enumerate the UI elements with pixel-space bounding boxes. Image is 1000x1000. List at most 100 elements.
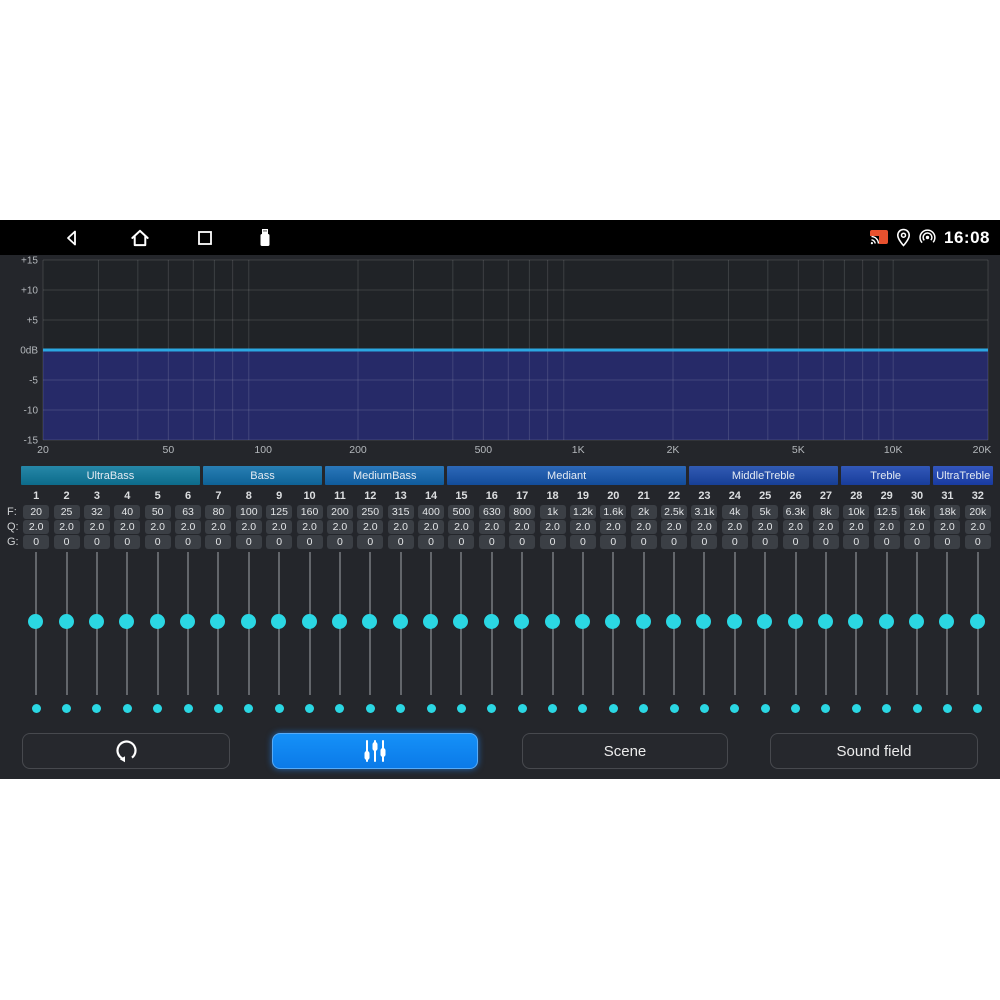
eq-slider-5[interactable] xyxy=(143,552,173,695)
freq-value[interactable]: 800 xyxy=(509,505,536,519)
freq-value[interactable]: 12.5 xyxy=(873,505,900,519)
eq-slider-22[interactable] xyxy=(659,552,689,695)
location-icon[interactable] xyxy=(896,228,911,247)
q-value[interactable]: 2.0 xyxy=(782,520,809,534)
gain-value[interactable]: 0 xyxy=(843,535,870,549)
slider-handle[interactable] xyxy=(848,614,864,629)
freq-value[interactable]: 50 xyxy=(144,505,171,519)
slider-handle[interactable] xyxy=(423,614,439,629)
eq-slider-18[interactable] xyxy=(537,552,567,695)
eq-slider-11[interactable] xyxy=(325,552,355,695)
gain-value[interactable]: 0 xyxy=(873,535,900,549)
q-value[interactable]: 2.0 xyxy=(539,520,566,534)
cast-active-icon[interactable] xyxy=(869,229,889,246)
eq-slider-30[interactable] xyxy=(902,552,932,695)
freq-value[interactable]: 2k xyxy=(630,505,657,519)
freq-value[interactable]: 630 xyxy=(478,505,505,519)
slider-handle[interactable] xyxy=(58,614,74,629)
band-segment-bass[interactable]: Bass xyxy=(202,466,323,485)
q-value[interactable]: 2.0 xyxy=(509,520,536,534)
q-value[interactable]: 2.0 xyxy=(175,520,202,534)
eq-slider-1[interactable] xyxy=(21,552,51,695)
freq-value[interactable]: 8k xyxy=(812,505,839,519)
q-value[interactable]: 2.0 xyxy=(326,520,353,534)
freq-value[interactable]: 200 xyxy=(326,505,353,519)
slider-handle[interactable] xyxy=(544,614,560,629)
gain-value[interactable]: 0 xyxy=(721,535,748,549)
gain-value[interactable]: 0 xyxy=(357,535,384,549)
freq-value[interactable]: 125 xyxy=(266,505,293,519)
gain-value[interactable]: 0 xyxy=(661,535,688,549)
gain-value[interactable]: 0 xyxy=(752,535,779,549)
freq-value[interactable]: 5k xyxy=(752,505,779,519)
gain-value[interactable]: 0 xyxy=(812,535,839,549)
freq-value[interactable]: 250 xyxy=(357,505,384,519)
q-value[interactable]: 2.0 xyxy=(904,520,931,534)
eq-slider-27[interactable] xyxy=(811,552,841,695)
slider-handle[interactable] xyxy=(301,614,317,629)
gain-value[interactable]: 0 xyxy=(266,535,293,549)
slider-handle[interactable] xyxy=(28,614,44,629)
slider-handle[interactable] xyxy=(362,614,378,629)
q-value[interactable]: 2.0 xyxy=(266,520,293,534)
freq-value[interactable]: 2.5k xyxy=(661,505,688,519)
eq-slider-32[interactable] xyxy=(963,552,993,695)
freq-value[interactable]: 10k xyxy=(843,505,870,519)
gain-value[interactable]: 0 xyxy=(144,535,171,549)
gain-value[interactable]: 0 xyxy=(326,535,353,549)
freq-value[interactable]: 1.6k xyxy=(600,505,627,519)
eq-slider-10[interactable] xyxy=(294,552,324,695)
freq-value[interactable]: 6.3k xyxy=(782,505,809,519)
slider-handle[interactable] xyxy=(210,614,226,629)
slider-handle[interactable] xyxy=(392,614,408,629)
freq-value[interactable]: 16k xyxy=(904,505,931,519)
freq-value[interactable]: 4k xyxy=(721,505,748,519)
gain-value[interactable]: 0 xyxy=(53,535,80,549)
slider-handle[interactable] xyxy=(240,614,256,629)
slider-handle[interactable] xyxy=(726,614,742,629)
q-value[interactable]: 2.0 xyxy=(630,520,657,534)
q-value[interactable]: 2.0 xyxy=(964,520,991,534)
slider-handle[interactable] xyxy=(88,614,104,629)
eq-slider-9[interactable] xyxy=(264,552,294,695)
eq-slider-20[interactable] xyxy=(598,552,628,695)
slider-handle[interactable] xyxy=(483,614,499,629)
slider-handle[interactable] xyxy=(787,614,803,629)
q-value[interactable]: 2.0 xyxy=(83,520,110,534)
back-button[interactable] xyxy=(55,220,89,255)
eq-slider-7[interactable] xyxy=(203,552,233,695)
eq-slider-15[interactable] xyxy=(446,552,476,695)
gain-value[interactable]: 0 xyxy=(23,535,50,549)
q-value[interactable]: 2.0 xyxy=(53,520,80,534)
gain-value[interactable]: 0 xyxy=(691,535,718,549)
eq-slider-19[interactable] xyxy=(568,552,598,695)
gain-value[interactable]: 0 xyxy=(964,535,991,549)
eq-slider-8[interactable] xyxy=(234,552,264,695)
slider-handle[interactable] xyxy=(331,614,347,629)
hotspot-icon[interactable] xyxy=(918,228,937,247)
q-value[interactable]: 2.0 xyxy=(296,520,323,534)
q-value[interactable]: 2.0 xyxy=(235,520,262,534)
eq-slider-21[interactable] xyxy=(629,552,659,695)
q-value[interactable]: 2.0 xyxy=(418,520,445,534)
eq-slider-26[interactable] xyxy=(780,552,810,695)
usb-status[interactable] xyxy=(248,220,282,255)
freq-value[interactable]: 18k xyxy=(934,505,961,519)
eq-slider-23[interactable] xyxy=(689,552,719,695)
q-value[interactable]: 2.0 xyxy=(600,520,627,534)
freq-value[interactable]: 1k xyxy=(539,505,566,519)
slider-handle[interactable] xyxy=(696,614,712,629)
slider-handle[interactable] xyxy=(453,614,469,629)
slider-handle[interactable] xyxy=(271,614,287,629)
freq-value[interactable]: 40 xyxy=(114,505,141,519)
gain-value[interactable]: 0 xyxy=(205,535,232,549)
q-value[interactable]: 2.0 xyxy=(23,520,50,534)
slider-handle[interactable] xyxy=(605,614,621,629)
gain-value[interactable]: 0 xyxy=(934,535,961,549)
gain-value[interactable]: 0 xyxy=(114,535,141,549)
gain-value[interactable]: 0 xyxy=(175,535,202,549)
eq-slider-17[interactable] xyxy=(507,552,537,695)
freq-value[interactable]: 160 xyxy=(296,505,323,519)
gain-value[interactable]: 0 xyxy=(235,535,262,549)
q-value[interactable]: 2.0 xyxy=(661,520,688,534)
